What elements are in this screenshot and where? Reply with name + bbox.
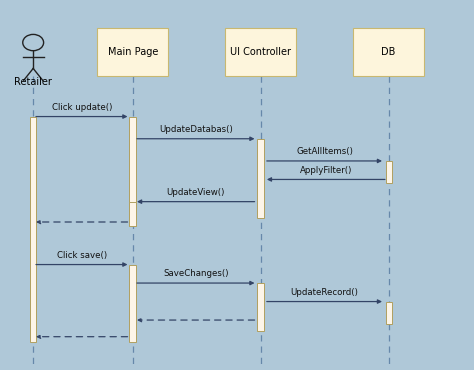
Text: UpdateDatabas(): UpdateDatabas() (159, 125, 233, 134)
Text: Main Page: Main Page (108, 47, 158, 57)
Bar (129, 202, 136, 226)
Text: DB: DB (382, 47, 396, 57)
Bar (386, 161, 392, 183)
Bar (30, 117, 36, 342)
Text: UpdateRecord(): UpdateRecord() (291, 288, 358, 297)
Bar (129, 117, 136, 226)
Text: Click save(): Click save() (57, 251, 107, 260)
Bar (257, 139, 264, 218)
Bar (257, 283, 264, 331)
Text: Retailer: Retailer (14, 77, 52, 87)
Bar (129, 265, 136, 342)
Text: GetAllItems(): GetAllItems() (296, 147, 353, 156)
Bar (353, 28, 424, 76)
Text: Click update(): Click update() (52, 103, 112, 112)
Text: UpdateView(): UpdateView() (166, 188, 225, 197)
Bar (225, 28, 296, 76)
Text: SaveChanges(): SaveChanges() (163, 269, 228, 278)
Text: UI Controller: UI Controller (230, 47, 291, 57)
Bar (386, 302, 392, 324)
Text: ApplyFilter(): ApplyFilter() (300, 166, 352, 175)
Bar (97, 28, 168, 76)
